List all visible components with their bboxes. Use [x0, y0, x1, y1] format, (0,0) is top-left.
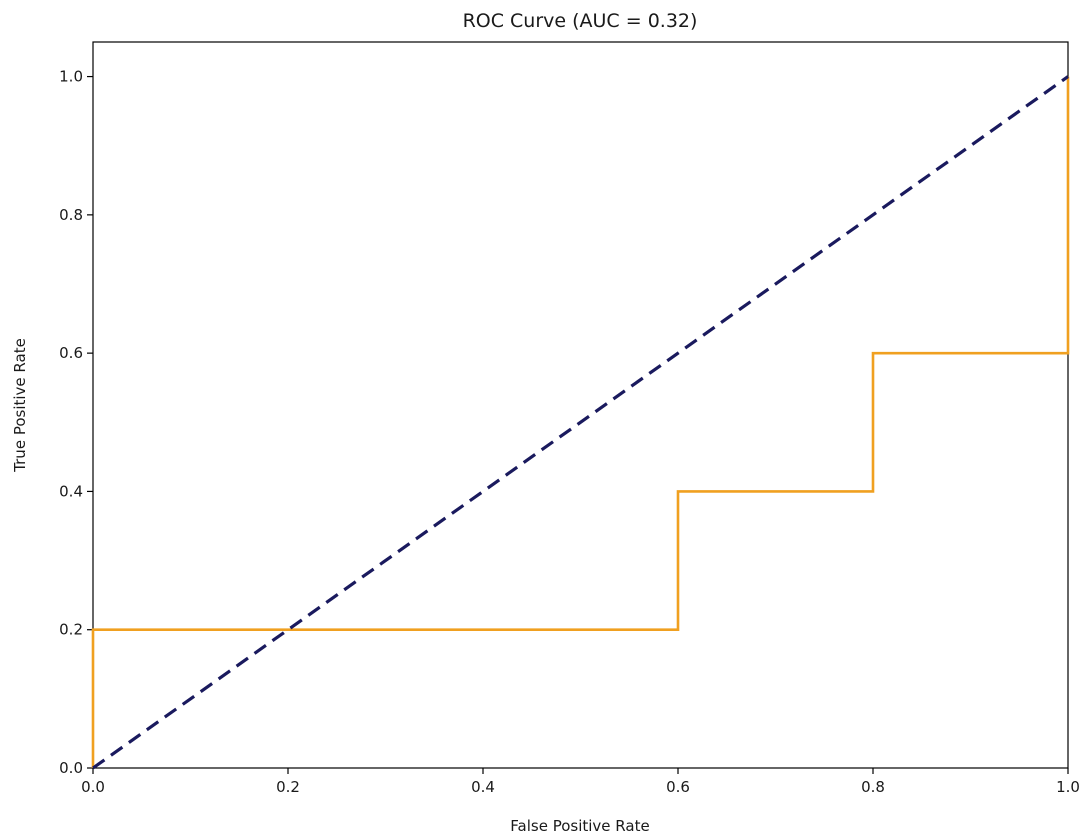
y-tick-label: 0.2	[59, 621, 83, 639]
series-layer	[91, 75, 1070, 770]
x-axis-ticks: 0.0 0.2 0.4 0.6 0.8 1.0	[81, 768, 1080, 796]
x-tick-label: 0.2	[276, 778, 300, 796]
x-axis-title: False Positive Rate	[510, 817, 649, 835]
x-tick-label: 0.8	[861, 778, 885, 796]
chance-diagonal-line	[92, 75, 1069, 770]
y-tick-label: 0.0	[59, 759, 83, 777]
y-axis-ticks: 0.0 0.2 0.4 0.6 0.8 1.0	[59, 68, 93, 777]
x-tick-label: 0.6	[666, 778, 690, 796]
x-tick-label: 0.0	[81, 778, 105, 796]
roc-curve-line	[91, 76, 1070, 768]
chart-title: ROC Curve (AUC = 0.32)	[463, 10, 698, 32]
y-tick-label: 0.4	[59, 482, 83, 500]
x-tick-label: 0.4	[471, 778, 495, 796]
y-tick-label: 0.8	[59, 206, 83, 224]
y-tick-label: 1.0	[59, 68, 83, 86]
plot-frame	[92, 41, 1069, 769]
y-axis-title: True Positive Rate	[11, 338, 29, 473]
x-tick-label: 1.0	[1056, 778, 1080, 796]
y-tick-label: 0.6	[59, 344, 83, 362]
